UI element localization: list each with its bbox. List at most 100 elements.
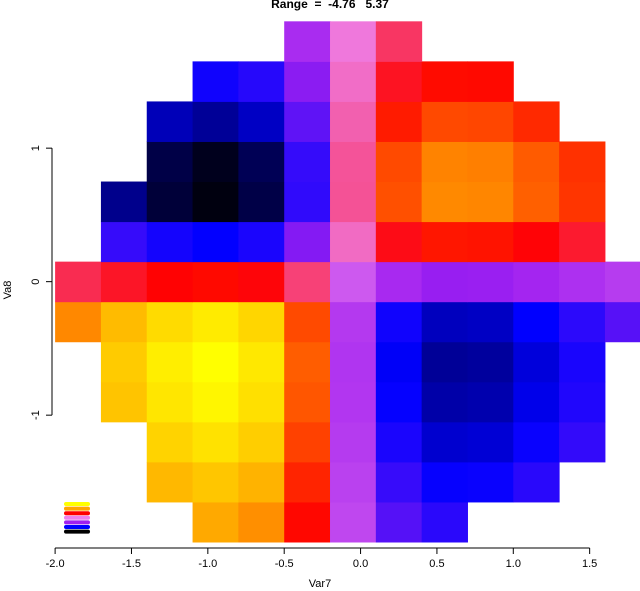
heat-cell (421, 381, 468, 423)
heat-cell (330, 381, 377, 423)
heat-cell (146, 341, 194, 383)
heat-cell (421, 141, 468, 183)
heat-cell (330, 21, 377, 62)
heat-cell (238, 421, 285, 463)
heat-cell (146, 381, 194, 423)
heat-cell (284, 461, 331, 503)
heat-cell (146, 101, 194, 142)
heat-cell (192, 141, 239, 183)
heatmap-area (55, 21, 640, 543)
heat-cell (238, 101, 285, 142)
legend-swatch (64, 525, 90, 529)
heat-cell (604, 261, 640, 303)
heat-cell (146, 421, 194, 463)
heat-cell (284, 181, 331, 223)
heat-cell (146, 301, 194, 343)
x-tick-label: -2.0 (46, 558, 65, 570)
heat-cell (284, 381, 331, 423)
heat-cell (192, 341, 239, 383)
heat-cell (330, 341, 377, 383)
heat-cell (421, 221, 468, 263)
x-tick-label: -0.5 (275, 558, 294, 570)
heat-cell (330, 61, 377, 102)
heat-cell (330, 461, 377, 503)
heat-cell (284, 61, 331, 102)
x-tick-label: 0.0 (353, 558, 368, 570)
heat-cell (375, 301, 423, 343)
heat-cell (513, 421, 560, 463)
y-tick-label: 1 (30, 145, 42, 151)
heat-cell (330, 261, 377, 303)
heat-cell (421, 101, 468, 142)
x-tick-label: 0.5 (429, 558, 444, 570)
heat-cell (284, 261, 331, 303)
heat-cell (100, 261, 148, 303)
heat-cell (238, 61, 285, 102)
heat-cell (375, 421, 423, 463)
heat-cell (513, 101, 560, 142)
heat-cell (192, 301, 239, 343)
legend-swatch (64, 506, 90, 511)
heat-cell (375, 501, 423, 543)
heat-cell (467, 301, 514, 343)
heat-cell (375, 181, 423, 223)
heat-cell (467, 341, 514, 383)
heat-cell (375, 141, 423, 183)
legend-swatch (64, 515, 90, 520)
heat-cell (146, 461, 194, 503)
heat-cell (375, 21, 423, 62)
heat-cell (192, 221, 239, 263)
heat-cell (146, 141, 194, 183)
heat-cell (55, 261, 102, 303)
heat-cell (559, 181, 606, 223)
heat-cell (559, 341, 606, 383)
heat-cell (284, 221, 331, 263)
heat-cell (238, 141, 285, 183)
legend-swatch (64, 529, 90, 534)
heat-cell (330, 141, 377, 183)
heat-cell (559, 381, 606, 423)
heat-cell (559, 221, 606, 263)
heat-cell (238, 221, 285, 263)
heat-cell (559, 141, 606, 183)
heat-cell (146, 221, 194, 263)
heat-cell (284, 341, 331, 383)
heat-cell (467, 221, 514, 263)
x-tick-label: -1.5 (122, 558, 141, 570)
heat-cell (513, 341, 560, 383)
heat-cell (192, 181, 239, 223)
heat-cell (238, 381, 285, 423)
x-tick-label: 1.0 (506, 558, 521, 570)
heat-cell (284, 101, 331, 142)
heat-cell (421, 61, 468, 102)
heat-cell (192, 501, 239, 543)
heat-cell (421, 261, 468, 303)
heat-cell (100, 341, 148, 383)
heat-cell (375, 341, 423, 383)
heat-cell (513, 301, 560, 343)
heat-cell (559, 261, 606, 303)
heat-cell (467, 461, 514, 503)
heat-cell (421, 341, 468, 383)
heat-cell (467, 421, 514, 463)
heat-cell (192, 261, 239, 303)
heat-cell (559, 301, 606, 343)
x-tick-label: 1.5 (582, 558, 597, 570)
heat-cell (284, 141, 331, 183)
heat-cell (467, 261, 514, 303)
heat-cell (192, 461, 239, 503)
heat-cell (100, 381, 148, 423)
heat-cell (421, 421, 468, 463)
heat-cell (375, 61, 423, 102)
y-axis-title: Va8 (2, 281, 14, 300)
heat-cell (604, 301, 640, 343)
heat-cell (467, 101, 514, 142)
heat-cell (146, 261, 194, 303)
heat-cell (55, 301, 102, 343)
heat-cell (513, 381, 560, 423)
heat-cell (513, 261, 560, 303)
heat-cell (513, 141, 560, 183)
heat-cell (192, 421, 239, 463)
heat-cell (513, 181, 560, 223)
heat-cell (100, 301, 148, 343)
